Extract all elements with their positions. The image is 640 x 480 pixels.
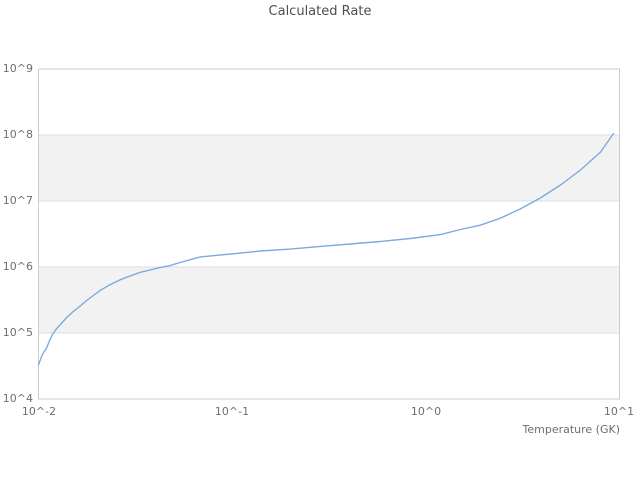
rate-curve xyxy=(37,132,615,366)
x-tick-1e-2: 10^-2 xyxy=(21,405,57,418)
chart-title: Calculated Rate xyxy=(268,4,372,19)
y-tick-1e5: 10^5 xyxy=(2,326,33,339)
y-tick-1e9: 10^9 xyxy=(2,62,33,75)
y-tick-1e8: 10^8 xyxy=(2,128,33,141)
plot-frame xyxy=(38,68,620,400)
x-axis-title: Temperature (GK) xyxy=(522,423,621,436)
y-tick-1e7: 10^7 xyxy=(2,194,33,207)
x-tick-1e-1: 10^-1 xyxy=(214,405,250,418)
y-tick-1e6: 10^6 xyxy=(2,260,33,273)
x-tick-1e1: 10^1 xyxy=(603,405,635,418)
x-tick-1e0: 10^0 xyxy=(410,405,442,418)
decade-band xyxy=(38,267,620,333)
y-tick-1e4: 10^4 xyxy=(2,392,33,405)
decade-band xyxy=(38,135,620,201)
